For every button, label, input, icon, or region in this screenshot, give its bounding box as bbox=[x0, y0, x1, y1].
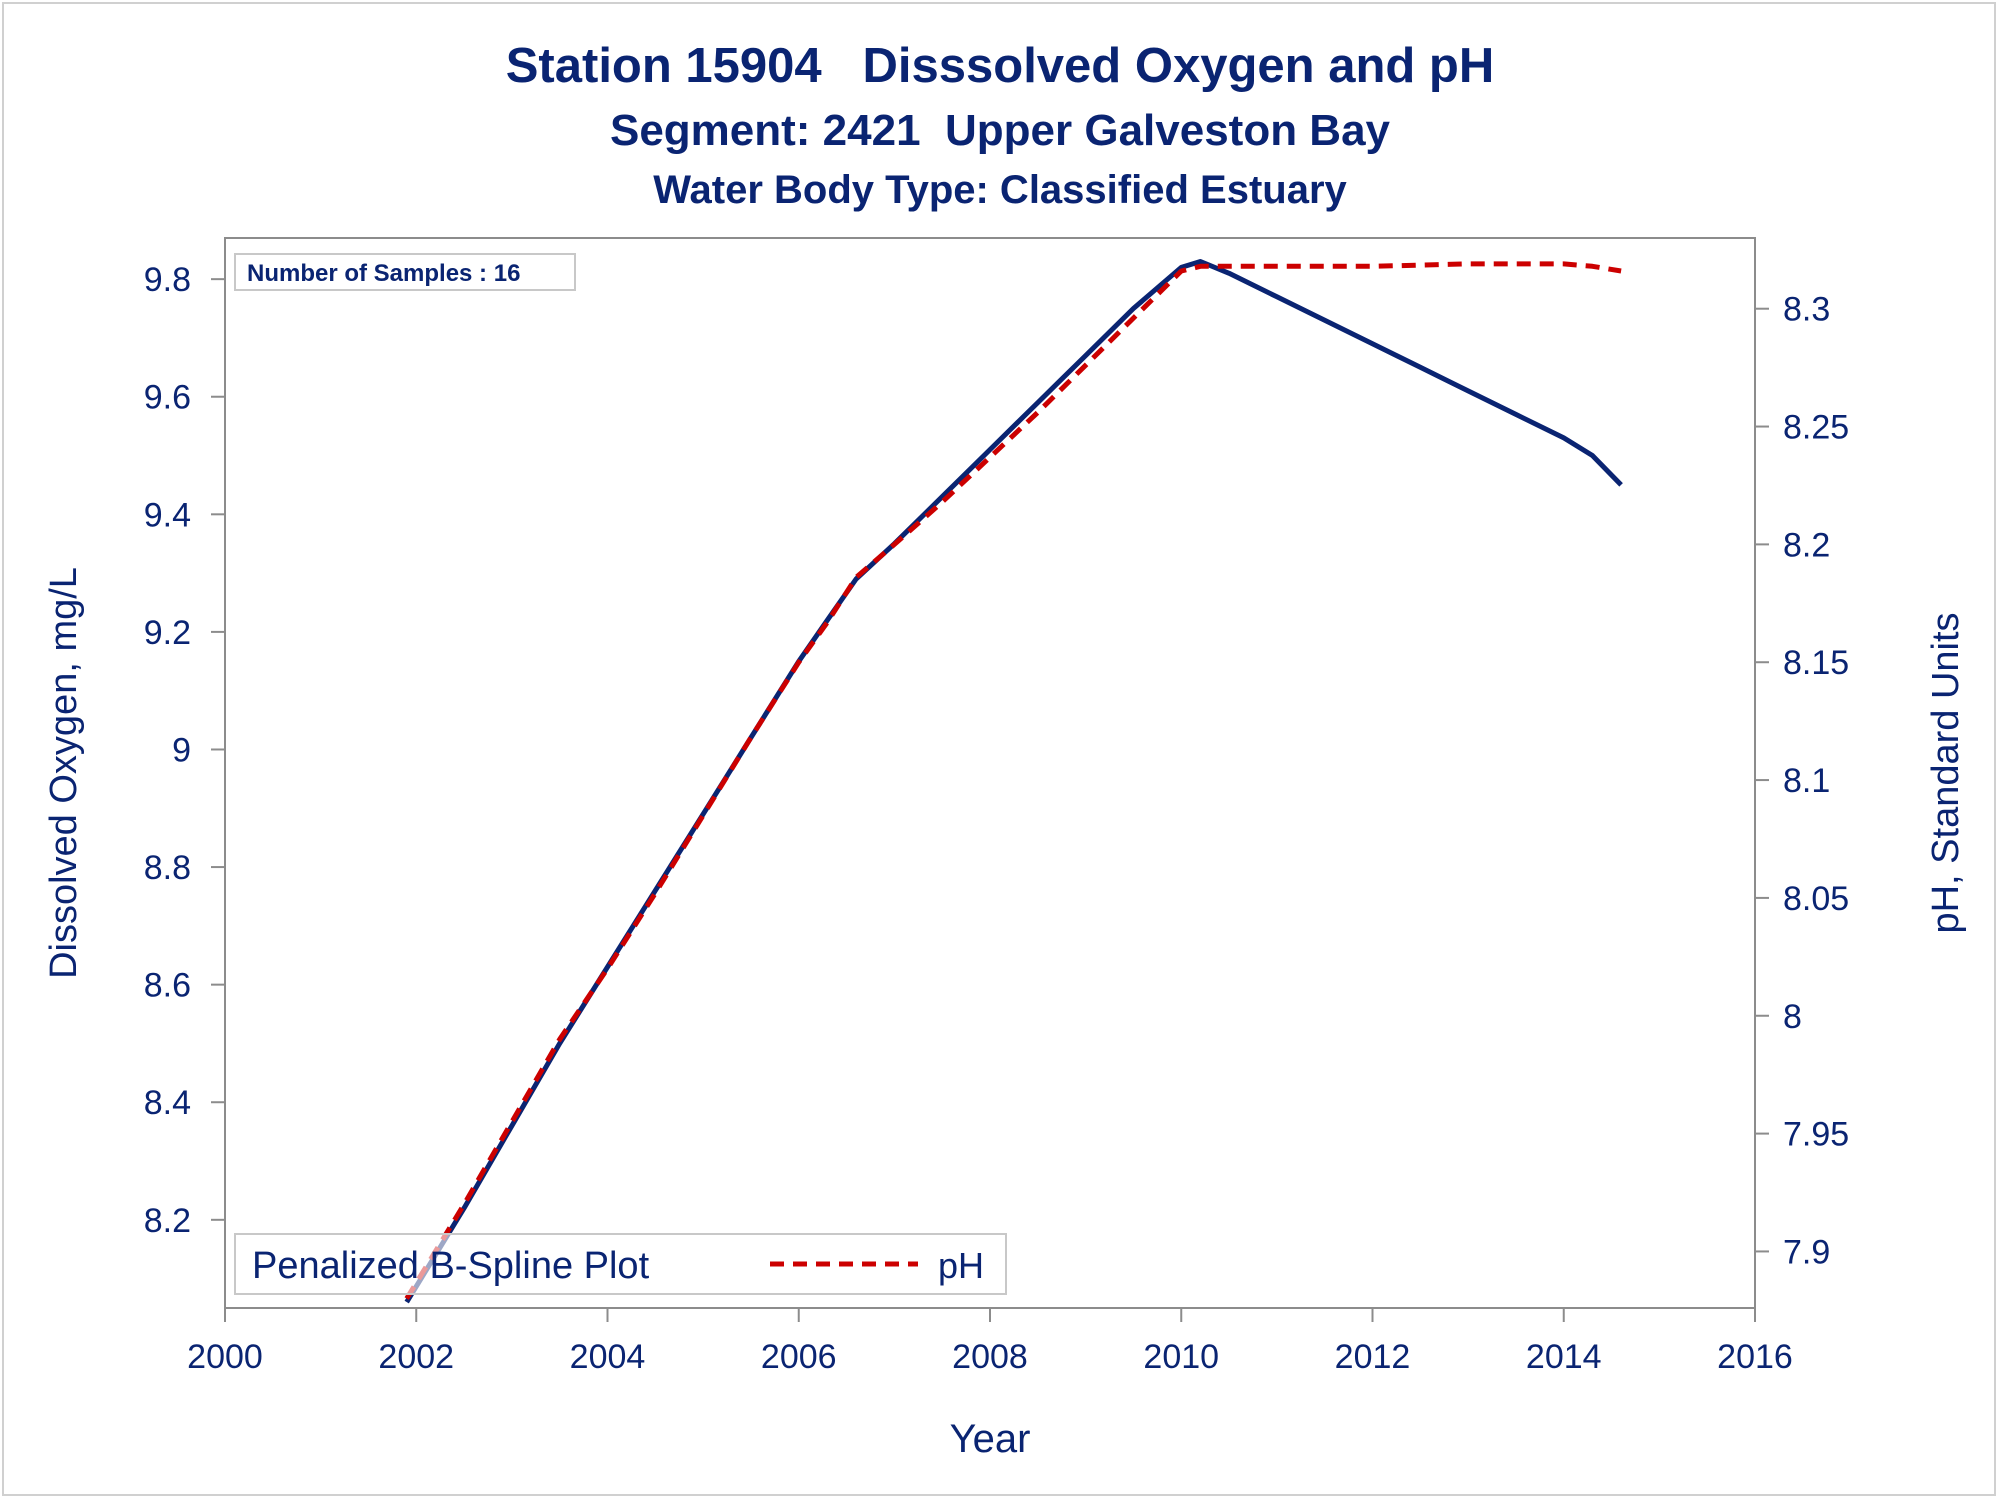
x-tick-label: 2000 bbox=[187, 1338, 263, 1376]
y-right-tick-label: 8.1 bbox=[1783, 762, 1830, 800]
ph-spline-line bbox=[404, 261, 1622, 1300]
y-left-tick-label: 8.8 bbox=[144, 849, 191, 887]
x-axis: 2000 2002 2004 2006 2008 2010 2012 2014 2016 bbox=[187, 1308, 1793, 1376]
y-axis-left: 8.2 8.4 8.6 8.8 9 9.2 9.4 9.6 9.8 bbox=[144, 261, 225, 1240]
x-tick-label: 2012 bbox=[1335, 1338, 1411, 1376]
legend-title: Penalized B-Spline Plot bbox=[252, 1245, 650, 1287]
chart-title: Station 15904 Disssolved Oxygen and pH bbox=[505, 39, 1495, 93]
x-tick-label: 2006 bbox=[761, 1338, 837, 1376]
y-left-tick-label: 8.6 bbox=[144, 967, 191, 1005]
y-left-tick-label: 9.8 bbox=[144, 261, 191, 299]
x-tick-label: 2008 bbox=[952, 1338, 1028, 1376]
y-axis-right-label: pH, Standard Units bbox=[1925, 612, 1967, 933]
y-left-tick-label: 9.6 bbox=[144, 379, 191, 417]
y-right-tick-label: 7.95 bbox=[1783, 1116, 1849, 1154]
x-axis-label: Year bbox=[950, 1417, 1031, 1461]
samples-inset-box bbox=[234, 253, 576, 291]
y-right-tick-label: 7.9 bbox=[1783, 1233, 1830, 1271]
chart-subtitle-segment: Segment: 2421 Upper Galveston Bay bbox=[609, 106, 1391, 155]
legend-box bbox=[234, 1233, 1007, 1295]
x-tick-label: 2016 bbox=[1717, 1338, 1793, 1376]
y-left-tick-label: 8.4 bbox=[144, 1084, 191, 1122]
samples-count-label: Number of Samples : 16 bbox=[247, 260, 520, 287]
y-right-tick-label: 8.3 bbox=[1783, 291, 1830, 329]
y-right-tick-label: 8 bbox=[1783, 998, 1802, 1036]
y-left-tick-label: 9.4 bbox=[144, 496, 191, 534]
legend-ph-label: pH bbox=[938, 1245, 984, 1286]
series-lines bbox=[404, 259, 1623, 1304]
x-tick-label: 2002 bbox=[378, 1338, 454, 1376]
y-axis-right: 7.9 7.95 8 8.05 8.1 8.15 8.2 8.25 8.3 bbox=[1755, 291, 1849, 1271]
y-right-tick-label: 8.2 bbox=[1783, 526, 1830, 564]
samples-inset: Number of Samples : 16 bbox=[234, 253, 576, 291]
dissolved-oxygen-spline-line bbox=[404, 259, 1623, 1304]
y-axis-left-label: Dissolved Oxygen, mg/L bbox=[43, 567, 85, 979]
y-left-tick-label: 8.2 bbox=[144, 1202, 191, 1240]
y-right-tick-label: 8.25 bbox=[1783, 409, 1849, 447]
chart-subtitle-waterbody: Water Body Type: Classified Estuary bbox=[653, 168, 1347, 212]
y-right-tick-label: 8.15 bbox=[1783, 644, 1849, 682]
x-tick-label: 2004 bbox=[570, 1338, 646, 1376]
x-tick-label: 2014 bbox=[1526, 1338, 1602, 1376]
x-tick-label: 2010 bbox=[1143, 1338, 1219, 1376]
y-left-tick-label: 9 bbox=[172, 731, 191, 769]
legend: Penalized B-Spline Plot pH bbox=[234, 1233, 1007, 1295]
y-right-tick-label: 8.05 bbox=[1783, 880, 1849, 918]
plot-area bbox=[224, 237, 1756, 1309]
y-left-tick-label: 9.2 bbox=[144, 614, 191, 652]
